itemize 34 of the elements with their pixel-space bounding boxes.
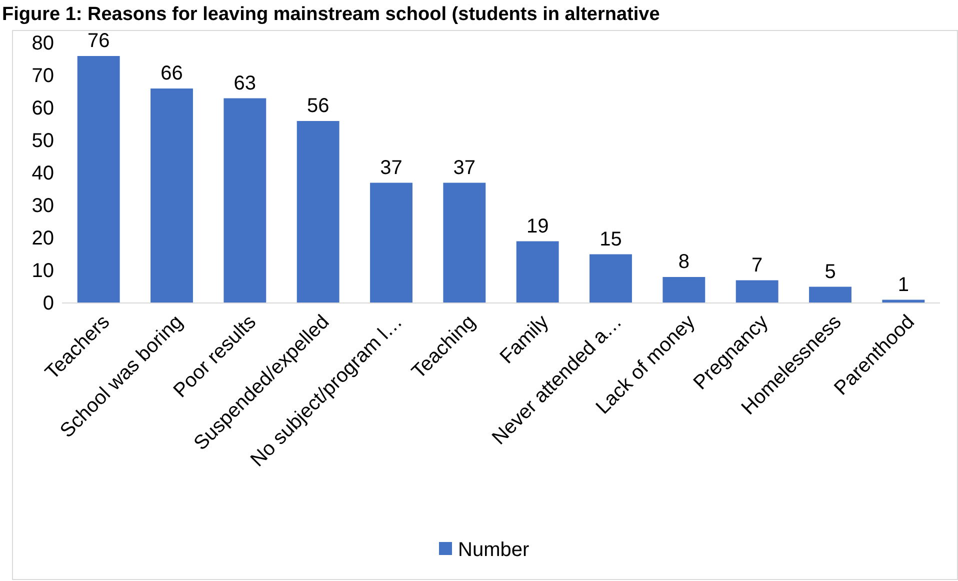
data-label: 66 <box>160 62 183 84</box>
y-tick-label: 70 <box>32 64 54 87</box>
data-label: 37 <box>453 156 476 179</box>
data-label: 7 <box>752 254 763 276</box>
y-tick-label: 50 <box>32 130 54 152</box>
y-tick-label: 40 <box>32 162 54 184</box>
bar <box>662 277 706 303</box>
y-tick-label: 10 <box>32 260 54 282</box>
legend-label: Number <box>458 539 530 561</box>
data-label: 8 <box>678 251 690 273</box>
bar <box>516 241 559 303</box>
y-tick-label: 30 <box>32 194 54 217</box>
bar <box>443 182 486 303</box>
y-tick-label: 0 <box>42 292 54 314</box>
chart-title: Figure 1: Reasons for leaving mainstream school (students in alternative <box>2 4 660 25</box>
y-tick-label: 60 <box>32 97 54 120</box>
data-label: 19 <box>526 215 549 238</box>
data-label: 1 <box>898 274 909 296</box>
y-tick-label: 80 <box>32 32 54 54</box>
data-label: 15 <box>600 228 622 250</box>
data-label: 76 <box>87 30 110 52</box>
data-label: 56 <box>306 95 330 117</box>
bar <box>296 121 340 303</box>
bar <box>150 88 193 303</box>
bar <box>736 280 778 303</box>
bar <box>224 98 266 303</box>
data-label: 63 <box>234 72 256 94</box>
data-label: 5 <box>824 260 836 283</box>
bar <box>809 286 852 303</box>
bar <box>370 182 412 303</box>
bar <box>77 56 120 303</box>
y-tick-label: 20 <box>32 227 54 250</box>
bar <box>590 254 632 303</box>
data-label: 37 <box>380 156 402 179</box>
